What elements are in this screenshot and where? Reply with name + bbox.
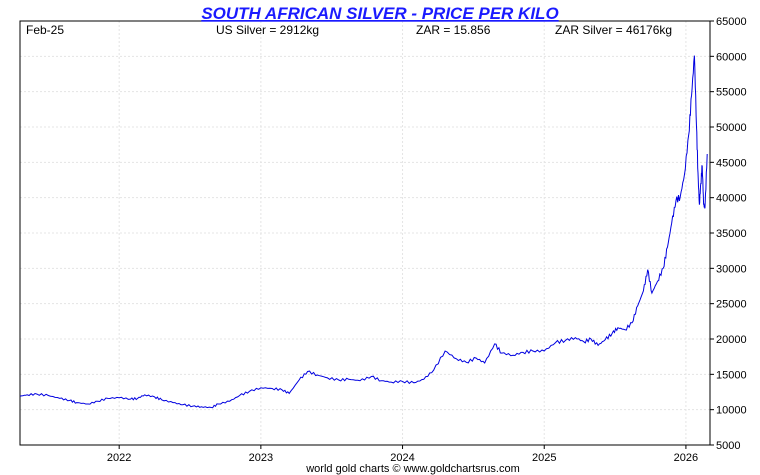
info-us-silver: US Silver = 2912kg — [216, 23, 319, 37]
y-tick-label: 35000 — [716, 228, 747, 240]
x-tick-label: 2022 — [107, 452, 131, 464]
series-layer — [19, 55, 708, 409]
y-tick-label: 25000 — [716, 299, 747, 311]
x-tick-label: 2023 — [249, 452, 273, 464]
x-tick-label: 2026 — [674, 452, 698, 464]
x-tick-label: 2024 — [390, 452, 414, 464]
y-axis: 5000 10000 15000 20000 25000 30000 35000 40000 4… — [710, 16, 747, 452]
y-tick-label: 45000 — [716, 157, 747, 169]
y-tick-label: 55000 — [716, 87, 747, 99]
grid-lines — [20, 21, 710, 445]
y-tick-label: 50000 — [716, 122, 747, 134]
y-tick-label: 40000 — [716, 193, 747, 205]
info-date: Feb-25 — [26, 23, 64, 37]
info-zar-rate: ZAR = 15.856 — [416, 23, 491, 37]
y-tick-label: 15000 — [716, 369, 747, 381]
y-tick-label: 60000 — [716, 51, 747, 63]
price-line — [19, 55, 708, 409]
y-tick-label: 10000 — [716, 405, 747, 417]
y-tick-label: 20000 — [716, 334, 747, 346]
y-tick-label: 65000 — [716, 16, 747, 28]
info-zar-silver: ZAR Silver = 46176kg — [555, 23, 672, 37]
footer-credit: world gold charts © www.goldchartsrus.co… — [305, 463, 520, 475]
x-axis: 2022 2023 2024 2025 2026 — [107, 445, 698, 464]
y-tick-label: 5000 — [716, 440, 740, 452]
y-tick-label: 30000 — [716, 263, 747, 275]
x-tick-label: 2025 — [532, 452, 556, 464]
chart-title: SOUTH AFRICAN SILVER - PRICE PER KILO — [201, 4, 558, 23]
